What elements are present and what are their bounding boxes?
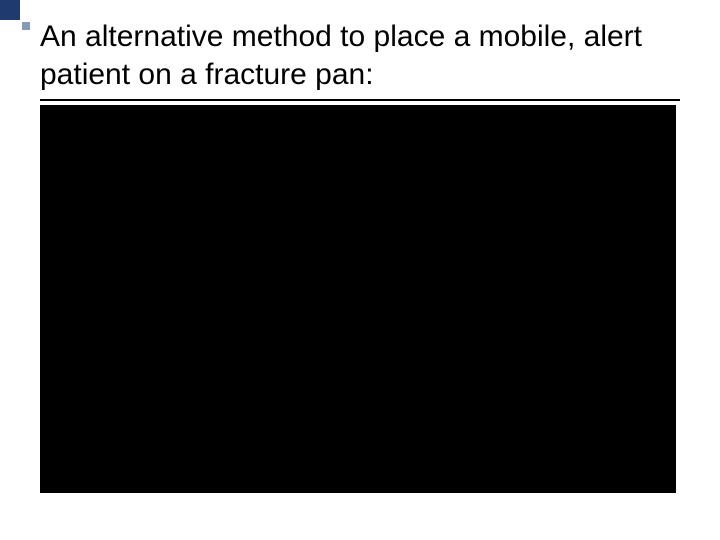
corner-square-small — [22, 22, 30, 30]
content-block — [40, 105, 676, 493]
corner-square-large — [0, 0, 20, 20]
slide-body: An alternative method to place a mobile,… — [40, 18, 690, 493]
slide-title: An alternative method to place a mobile,… — [40, 18, 690, 93]
title-underline — [40, 99, 680, 101]
corner-decoration — [0, 0, 32, 32]
